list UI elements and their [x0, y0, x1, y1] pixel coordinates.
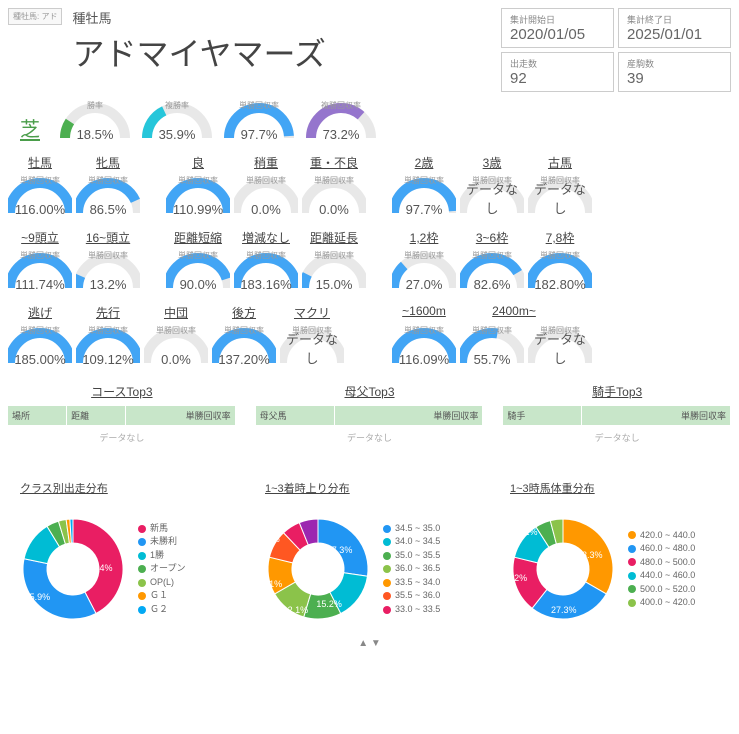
gauge: 単勝回収率 0.0%: [144, 323, 208, 367]
date-start: 2020/01/05: [510, 26, 605, 43]
donut-title: 1~3時馬体重分布: [498, 480, 731, 496]
jockey-top3-title: 騎手Top3: [503, 383, 731, 400]
donut-title: クラス別出走分布: [8, 480, 241, 496]
gauge: 単勝回収率 0.0%: [234, 173, 298, 217]
gauge: 単勝回収率 データなし: [528, 323, 592, 367]
gauge: 単勝回収率 55.7%: [460, 323, 524, 367]
filter-link[interactable]: 牝馬: [76, 152, 140, 173]
donut-chart: 42.4%35.9%13%: [8, 504, 138, 634]
gauge: 単勝回収率 110.99%: [166, 173, 230, 217]
filter-link[interactable]: 距離延長: [302, 227, 366, 248]
gauge: 単勝回収率 82.6%: [460, 248, 524, 292]
date-end: 2025/01/01: [627, 26, 722, 43]
filter-link[interactable]: 良: [166, 152, 230, 173]
gauge: 単勝回収率 13.2%: [76, 248, 140, 292]
filter-link[interactable]: 重・不良: [302, 152, 366, 173]
filter-link[interactable]: 稍重: [234, 152, 298, 173]
filter-link[interactable]: ~9頭立: [8, 227, 72, 248]
filter-link[interactable]: 中団: [144, 302, 208, 323]
subtitle: 種牡馬: [72, 8, 491, 27]
donut-chart: 33.3%27.3%18.2%12.1%: [498, 504, 628, 634]
filter-link[interactable]: 3~6枠: [460, 227, 524, 248]
course-top3-header: 場所 距離 単勝回収率: [8, 406, 236, 425]
gauge: 単勝回収率 データなし: [460, 173, 524, 217]
bms-top3-header: 母父馬 単勝回収率: [256, 406, 484, 425]
filter-link[interactable]: ~1600m: [392, 302, 456, 323]
donut-title: 1~3着時上り分布: [253, 480, 486, 496]
gauge: 単勝回収率 データなし: [280, 323, 344, 367]
date-summary: 集計開始日2020/01/05 集計終了日2025/01/01 出走数92 産駒…: [501, 8, 731, 92]
donut-chart: 27.3%15.2%12.1%12.1%9.1%: [253, 504, 383, 634]
gauge: 単勝回収率 185.00%: [8, 323, 72, 367]
gauge: 単勝回収率 97.7%: [392, 173, 456, 217]
gauge: 単勝回収率 86.5%: [76, 173, 140, 217]
filter-link[interactable]: 2歳: [392, 152, 456, 173]
gauge: 単勝回収率 15.0%: [302, 248, 366, 292]
filter-link[interactable]: 増減なし: [234, 227, 298, 248]
surface-label: 芝: [8, 113, 52, 142]
page-title: アドマイヤマーズ: [72, 29, 491, 75]
filter-link[interactable]: 3歳: [460, 152, 524, 173]
gauge: 単勝回収率 111.74%: [8, 248, 72, 292]
jockey-top3-header: 騎手 単勝回収率: [503, 406, 731, 425]
legend: 新馬未勝利1勝オープンOP(L)Ｇ１Ｇ２: [138, 522, 185, 617]
gauge: 複勝率 35.9%: [138, 98, 216, 142]
gauge: 単勝回収率 116.09%: [392, 323, 456, 367]
run-count: 92: [510, 70, 605, 87]
course-top3-title: コースTop3: [8, 383, 236, 400]
gauge: 単勝回収率 182.80%: [528, 248, 592, 292]
bms-top3-title: 母父Top3: [256, 383, 484, 400]
legend: 420.0 ~ 440.0460.0 ~ 480.0480.0 ~ 500.04…: [628, 529, 695, 610]
filter-link[interactable]: 逃げ: [8, 302, 72, 323]
legend: 34.5 ~ 35.034.0 ~ 34.535.0 ~ 35.536.0 ~ …: [383, 522, 440, 617]
gauge: 単勝回収率 116.00%: [8, 173, 72, 217]
tab-stallion[interactable]: 種牡馬: アド: [8, 8, 62, 25]
foal-count: 39: [627, 70, 722, 87]
filter-link[interactable]: 16~頭立: [76, 227, 140, 248]
filter-link[interactable]: 7,8枠: [528, 227, 592, 248]
pager[interactable]: ▲ ▼: [253, 638, 486, 649]
filter-link[interactable]: 1,2枠: [392, 227, 456, 248]
filter-link[interactable]: 先行: [76, 302, 140, 323]
filter-link[interactable]: マクリ: [280, 302, 344, 323]
gauge: 単勝回収率 データなし: [528, 173, 592, 217]
filter-link[interactable]: 牡馬: [8, 152, 72, 173]
filter-link[interactable]: 2400m~: [482, 302, 546, 323]
gauge: 単勝回収率 97.7%: [220, 98, 298, 142]
filter-link[interactable]: 古馬: [528, 152, 592, 173]
gauge: 複勝回収率 73.2%: [302, 98, 380, 142]
gauge: 単勝回収率 183.16%: [234, 248, 298, 292]
gauge: 単勝回収率 0.0%: [302, 173, 366, 217]
gauge: 単勝回収率 137.20%: [212, 323, 276, 367]
gauge: 勝率 18.5%: [56, 98, 134, 142]
filter-link[interactable]: 距離短縮: [166, 227, 230, 248]
gauge: 単勝回収率 90.0%: [166, 248, 230, 292]
filter-link[interactable]: 後方: [212, 302, 276, 323]
gauge: 単勝回収率 27.0%: [392, 248, 456, 292]
gauge: 単勝回収率 109.12%: [76, 323, 140, 367]
